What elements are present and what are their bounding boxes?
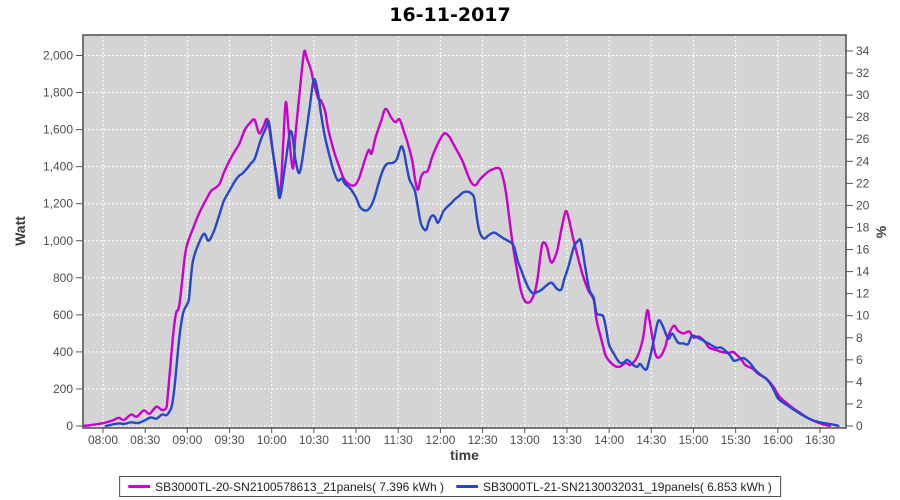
right-tick-label: 30 [856,88,870,102]
right-tick-label: 14 [856,265,870,279]
right-tick-label: 26 [856,132,870,146]
left-tick-label: 1,600 [43,123,73,137]
right-tick-label: 18 [856,220,870,234]
left-tick-label: 1,000 [43,234,73,248]
x-tick-label: 13:00 [510,433,540,447]
left-tick-label: 200 [53,382,73,396]
left-tick-label: 2,000 [43,49,73,63]
x-tick-label: 14:00 [594,433,624,447]
left-tick-label: 400 [53,345,73,359]
x-axis-label: time [450,447,479,463]
left-tick-label: 1,800 [43,86,73,100]
left-tick-label: 1,200 [43,197,73,211]
x-tick-label: 13:30 [552,433,582,447]
x-tick-label: 10:00 [257,433,287,447]
right-tick-label: 24 [856,154,870,168]
right-tick-label: 0 [856,419,863,433]
left-tick-label: 0 [66,419,73,433]
legend: SB3000TL-20-SN2100578613_21panels( 7.396… [119,476,781,497]
x-tick-label: 11:30 [384,433,413,447]
series-line-sb3000tl-20 [82,49,831,428]
x-tick-label: 14:30 [636,433,666,447]
left-tick-label: 800 [53,271,73,285]
right-tick-label: 34 [856,44,870,58]
plot-background [83,35,846,428]
right-tick-label: 6 [856,353,863,367]
x-tick-label: 12:00 [425,433,455,447]
chart-title: 16-11-2017 [389,4,511,26]
right-tick-label: 12 [856,287,870,301]
legend-item-sb3000tl-21: SB3000TL-21-SN2130032031_19panels( 6.853… [456,480,772,494]
left-axis-label: Watt [12,216,28,246]
right-tick-label: 4 [856,375,863,389]
left-tick-label: 600 [53,308,73,322]
right-tick-label: 22 [856,176,870,190]
legend-line-swatch-magenta [128,485,151,488]
right-tick-label: 32 [856,66,870,80]
left-tick-label: 1,400 [43,160,73,174]
x-tick-label: 11:00 [341,433,370,447]
x-tick-label: 08:00 [88,433,118,447]
right-tick-label: 28 [856,110,870,124]
legend-line-swatch-blue [456,485,478,488]
right-tick-label: 2 [856,397,863,411]
x-tick-label: 09:30 [215,433,245,447]
x-tick-label: 15:30 [721,433,751,447]
x-tick-label: 12:30 [468,433,498,447]
x-tick-label: 08:30 [130,433,160,447]
legend-label-sb3000tl-20: SB3000TL-20-SN2100578613_21panels( 7.396… [155,479,444,494]
right-tick-label: 20 [856,198,870,212]
legend-item-sb3000tl-20: SB3000TL-20-SN2100578613_21panels( 7.396… [128,480,444,494]
plot-border [82,34,847,429]
right-tick-label: 10 [856,309,870,323]
right-tick-label: 8 [856,331,863,345]
legend-label-sb3000tl-21: SB3000TL-21-SN2130032031_19panels( 6.853… [483,479,772,494]
x-tick-label: 16:30 [805,433,835,447]
x-tick-label: 16:00 [763,433,793,447]
right-tick-label: 16 [856,243,870,257]
x-tick-label: 10:30 [299,433,329,447]
series-line-sb3000tl-21 [104,77,840,428]
x-tick-label: 15:00 [678,433,708,447]
right-axis-label: % [873,225,889,239]
x-tick-label: 09:00 [172,433,202,447]
